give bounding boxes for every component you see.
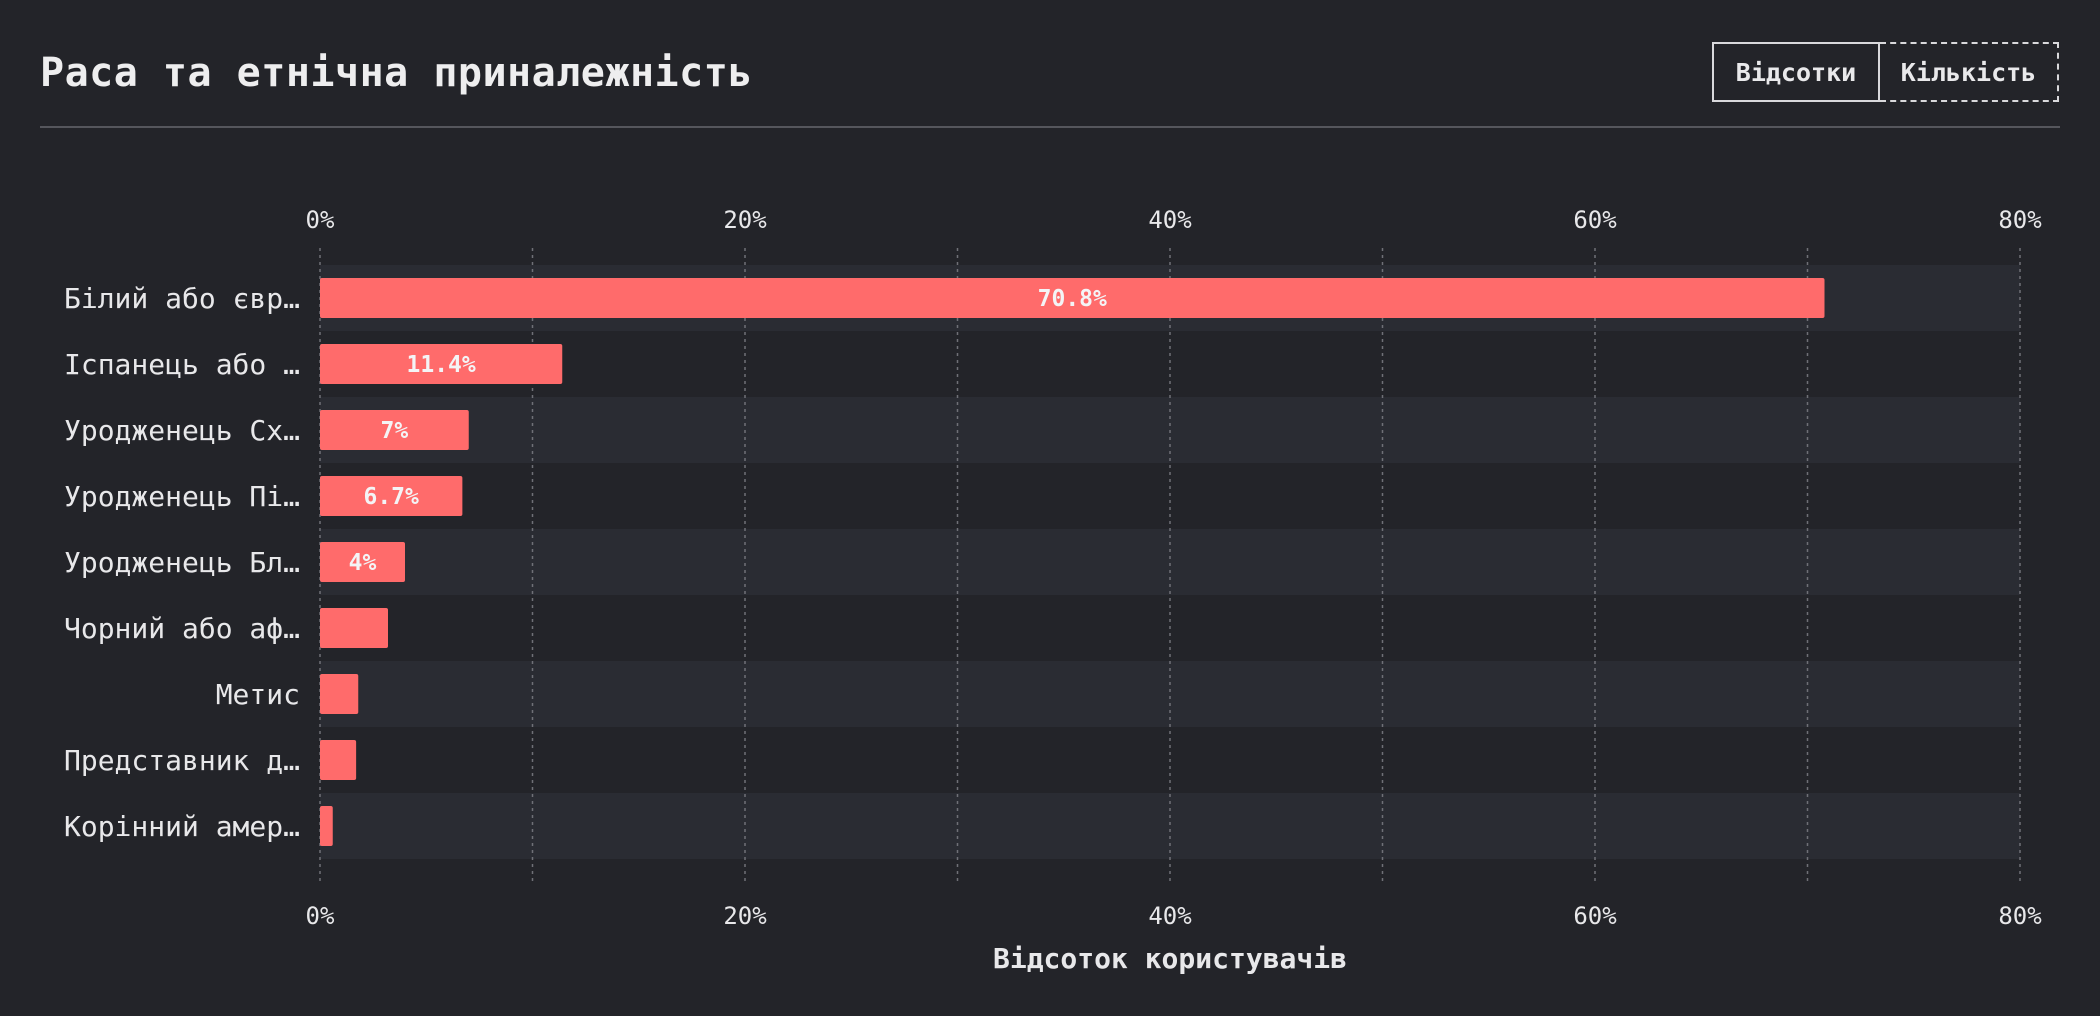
x-tick-label-top: 20% — [723, 206, 767, 234]
x-tick-label-top: 60% — [1573, 206, 1617, 234]
bar — [320, 740, 357, 780]
header-divider — [40, 126, 2060, 128]
x-tick-label-top: 0% — [306, 206, 335, 234]
category-label: Чорний або аф… — [64, 612, 300, 645]
category-label: Метис — [216, 678, 300, 711]
x-tick-label-top: 80% — [1998, 206, 2042, 234]
bar — [320, 410, 469, 450]
x-axis-title: Відсоток користувачів — [993, 942, 1347, 975]
bar — [320, 806, 333, 846]
category-label: Уродженець Пі… — [64, 480, 300, 513]
category-label: Представник д… — [64, 744, 300, 777]
category-label: Уродженець Бл… — [64, 546, 300, 579]
bar — [320, 278, 1825, 318]
view-toggle: Відсотки Кількість — [1712, 42, 2059, 102]
data-label: 7% — [381, 418, 409, 444]
x-tick-label-bottom: 40% — [1148, 902, 1192, 930]
x-tick-label-top: 40% — [1148, 206, 1192, 234]
data-label: 11.4% — [407, 352, 476, 378]
data-label: 6.7% — [363, 484, 419, 510]
category-label: Іспанець або … — [64, 348, 300, 381]
bar — [320, 542, 405, 582]
x-tick-label-bottom: 60% — [1573, 902, 1617, 930]
page-title: Раса та етнічна приналежність — [40, 50, 753, 96]
category-label: Білий або євр… — [64, 282, 300, 315]
count-toggle-button[interactable]: Кількість — [1880, 42, 2059, 102]
data-label: 70.8% — [1038, 286, 1107, 312]
bar — [320, 674, 359, 714]
percent-toggle-button[interactable]: Відсотки — [1712, 42, 1880, 102]
category-label: Уродженець Сх… — [64, 414, 300, 447]
bar — [320, 476, 463, 516]
data-label: 4% — [349, 550, 377, 576]
row-band — [320, 661, 2020, 727]
bar — [320, 344, 563, 384]
category-label: Корінний амер… — [64, 810, 300, 843]
x-tick-label-bottom: 80% — [1998, 902, 2042, 930]
bar — [320, 608, 388, 648]
x-tick-label-bottom: 0% — [306, 902, 335, 930]
x-tick-label-bottom: 20% — [723, 902, 767, 930]
